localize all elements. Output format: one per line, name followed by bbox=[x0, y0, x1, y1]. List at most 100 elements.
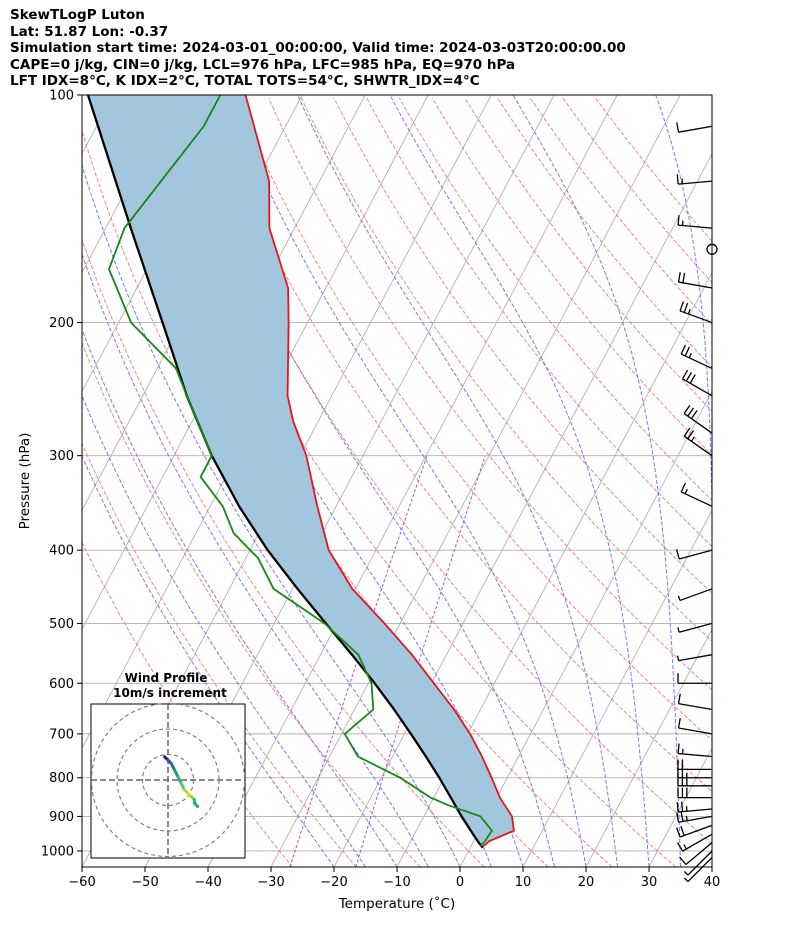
y-tick-label: 900 bbox=[49, 810, 74, 825]
y-tick-label: 100 bbox=[49, 89, 74, 104]
wind-barb bbox=[679, 301, 713, 324]
simulation-time-line: Simulation start time: 2024-03-01_00:00:… bbox=[10, 40, 626, 56]
dry-adiabat-line bbox=[366, 97, 712, 548]
moist-adiabat-line bbox=[82, 252, 429, 867]
sounding-profiles bbox=[86, 95, 515, 849]
moist-adiabat-line bbox=[226, 95, 587, 867]
moist-adiabat-line bbox=[512, 95, 681, 867]
moist-adiabat-line bbox=[82, 394, 366, 867]
wind-barb bbox=[677, 622, 713, 633]
isotherm-line bbox=[459, 390, 712, 867]
inset-title: Wind Profile bbox=[125, 671, 208, 685]
wind-barb bbox=[677, 787, 712, 799]
dry-adiabat-line bbox=[300, 97, 712, 642]
cape-shading bbox=[88, 95, 514, 848]
y-tick-label: 300 bbox=[49, 449, 74, 464]
wind-barb bbox=[683, 857, 713, 882]
dry-adiabat-line bbox=[398, 97, 712, 502]
wind-barb bbox=[677, 759, 712, 771]
wind-barb bbox=[679, 842, 713, 866]
x-tick-label: −60 bbox=[68, 875, 95, 890]
wind-barb bbox=[683, 427, 713, 457]
x-tick-label: 30 bbox=[641, 875, 658, 890]
wind-barb bbox=[677, 743, 713, 758]
wind-profile-inset: Wind Profile 10m/s increment bbox=[90, 671, 246, 859]
dry-adiabat-line bbox=[333, 97, 712, 594]
isotherm-line bbox=[711, 866, 712, 867]
dry-adiabat-line bbox=[595, 97, 712, 242]
y-tick-label: 500 bbox=[49, 617, 74, 632]
temperature-line bbox=[244, 95, 515, 847]
y-tick-label: 200 bbox=[49, 316, 74, 331]
chart-header: SkewTLogP Luton Lat: 51.87 Lon: -0.37 Si… bbox=[10, 7, 626, 90]
wind-barb bbox=[677, 718, 713, 735]
mixing-ratio-line bbox=[289, 455, 428, 867]
x-tick-label: −40 bbox=[194, 875, 221, 890]
dry-adiabat-line bbox=[529, 97, 712, 326]
moist-adiabat-line bbox=[82, 455, 335, 867]
wind-barb bbox=[677, 272, 713, 289]
x-tick-label: −50 bbox=[131, 875, 158, 890]
x-axis-label: Temperature (˚C) bbox=[338, 895, 456, 912]
wind-barb bbox=[675, 549, 713, 560]
wind-barb bbox=[681, 369, 713, 397]
x-tick-label: 0 bbox=[456, 875, 464, 890]
x-tick-label: 40 bbox=[704, 875, 721, 890]
hodograph-trace-segment bbox=[192, 801, 200, 808]
dry-adiabat-line bbox=[235, 97, 712, 741]
indices-line: LFT IDX=8°C, K IDX=2°C, TOTAL TOTS=54°C,… bbox=[10, 73, 480, 89]
isotherm-line bbox=[270, 95, 681, 867]
y-tick-label: 600 bbox=[49, 677, 74, 692]
wind-barb bbox=[676, 174, 713, 185]
x-tick-label: 10 bbox=[515, 875, 532, 890]
wind-barb bbox=[683, 850, 713, 876]
wind-barb bbox=[680, 482, 713, 507]
mixing-ratio-line bbox=[355, 455, 486, 867]
dry-adiabat-line bbox=[464, 97, 712, 412]
wind-barb bbox=[677, 215, 713, 229]
wind-barb bbox=[676, 801, 713, 813]
chart-title: SkewTLogP Luton bbox=[10, 7, 145, 23]
isotherm-line bbox=[82, 95, 177, 274]
dewpoint-line bbox=[108, 95, 494, 847]
location-line: Lat: 51.87 Lon: -0.37 bbox=[10, 23, 169, 40]
dry-adiabat-line bbox=[82, 442, 357, 867]
isotherm-line bbox=[333, 152, 712, 867]
wind-barb bbox=[677, 673, 712, 684]
inset-subtitle: 10m/s increment bbox=[113, 686, 227, 700]
x-tick-label: 20 bbox=[578, 875, 595, 890]
y-tick-label: 700 bbox=[49, 727, 74, 742]
wind-barb bbox=[677, 654, 713, 662]
y-tick-label: 800 bbox=[49, 771, 74, 786]
wind-barb bbox=[680, 344, 713, 370]
moist-adiabat-line bbox=[82, 163, 461, 867]
wind-barb bbox=[677, 693, 713, 711]
dry-adiabat-line bbox=[496, 97, 712, 369]
x-tick-label: −10 bbox=[383, 875, 410, 890]
axes: Temperature (˚C) Pressure (hPa) −60 −50 −4… bbox=[17, 89, 720, 913]
cape-line: CAPE=0 j/kg, CIN=0 j/kg, LCL=976 hPa, LF… bbox=[10, 56, 516, 73]
wind-barb bbox=[676, 833, 713, 852]
y-axis-label: Pressure (hPa) bbox=[17, 433, 33, 530]
moist-adiabat-line bbox=[172, 95, 555, 867]
moist-adiabat-line bbox=[82, 328, 398, 867]
wind-barbs bbox=[675, 122, 718, 882]
isotherm-line bbox=[648, 747, 712, 867]
hodograph-rings bbox=[90, 702, 246, 858]
wind-barb bbox=[683, 404, 713, 434]
wind-barb bbox=[677, 588, 713, 602]
dry-adiabat-line bbox=[431, 97, 712, 456]
y-tick-label: 1000 bbox=[41, 844, 74, 859]
wind-barb bbox=[676, 824, 713, 838]
dry-adiabat-line bbox=[268, 97, 712, 691]
y-tick-label: 400 bbox=[49, 544, 74, 559]
wind-barb bbox=[676, 811, 713, 823]
isotherm-line bbox=[585, 628, 712, 867]
isotherm-line bbox=[522, 509, 712, 867]
moist-adiabat-line bbox=[389, 95, 650, 867]
x-tick-label: −20 bbox=[320, 875, 347, 890]
moist-adiabat-line bbox=[744, 95, 767, 867]
dry-adiabat-line bbox=[82, 341, 421, 867]
moist-adiabat-line bbox=[297, 95, 618, 867]
